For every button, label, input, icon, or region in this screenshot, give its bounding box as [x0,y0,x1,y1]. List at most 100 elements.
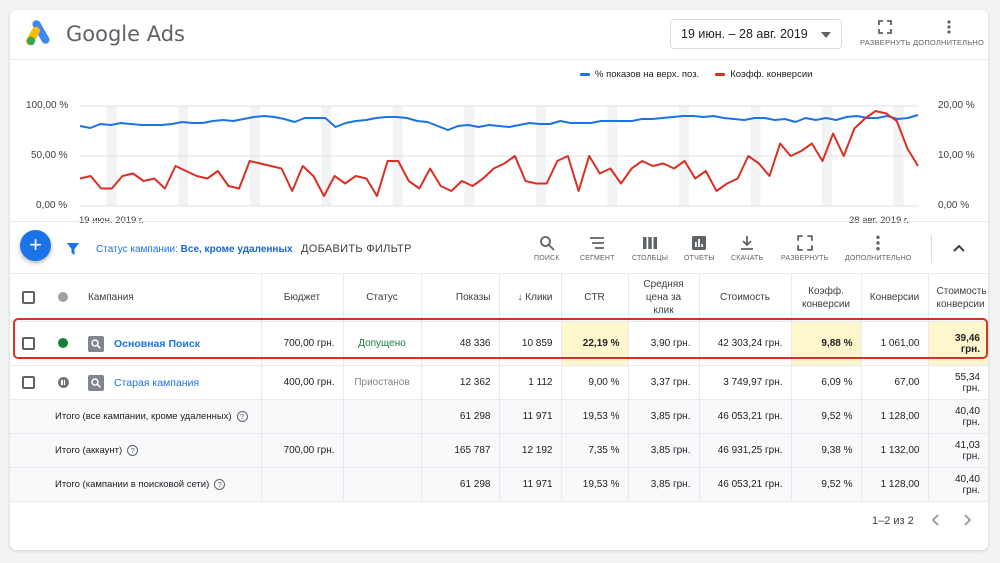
expand-table-label: РАЗВЕРНУТЬ [781,255,829,262]
row-select-cell [10,321,46,366]
expand-button[interactable]: РАЗВЕРНУТЬ [860,20,911,47]
cost-per-conv-cell: 55,34 грн. [927,365,988,400]
filter-value: Все, кроме удаленных [180,244,293,255]
row-status-cell [46,365,80,400]
search-icon [539,236,555,251]
clicks-cell: 11 971 [498,467,561,502]
cost-per-conv-cell: 41,03 грн. [927,433,988,468]
header-conversions[interactable]: Конверсии [860,273,928,322]
expand-table-button[interactable]: РАЗВЕРНУТЬ [781,235,828,262]
filter-icon[interactable] [66,242,80,256]
ctr-cell: 9,00 % [560,365,628,400]
impressions-cell: 12 362 [420,365,499,400]
help-icon[interactable]: ? [127,444,139,456]
select-all-cell [10,273,46,322]
header-ctr[interactable]: CTR [560,273,628,322]
download-label: СКАЧАТЬ [731,255,764,262]
bar-chart-icon [692,236,707,250]
x-axis-end-label: 28 авг. 2019 г. [849,215,909,226]
clicks-cell: 10 859 [498,321,561,366]
table-toolbar: + Статус кампании: Все, кроме удаленных … [10,221,988,273]
chart-plot [79,105,919,207]
ctr-cell: 19,53 % [560,467,628,502]
clicks-cell: 1 112 [498,365,561,400]
campaign-name-link[interactable]: Основная Поиск [114,337,200,350]
budget-cell [260,467,343,502]
conversions-cell: 1 128,00 [860,467,928,502]
chevron-left-icon[interactable] [930,513,942,527]
add-filter-button[interactable]: ДОБАВИТЬ ФИЛЬТР [301,243,412,255]
google-ads-logo-icon [26,20,50,46]
row-status-cell [46,321,80,366]
conversions-cell: 1 132,00 [860,433,928,468]
header-cost-per-conv[interactable]: Стоимость конверсии [927,273,988,322]
cost-cell: 3 749,97 грн. [698,365,791,400]
header-clicks[interactable]: ↓ Клики [498,273,561,322]
chevron-up-icon[interactable] [952,242,966,254]
status-cell: Допущено [342,321,421,366]
header-status[interactable]: Статус [342,273,421,322]
expand-label: РАЗВЕРНУТЬ [860,38,911,47]
series-line-1 [79,110,919,197]
header-budget[interactable]: Бюджет [260,273,343,322]
enabled-status-icon[interactable] [58,338,68,349]
columns-label: СТОЛБЦЫ [632,255,669,262]
left-axis-tick: 100,00 % [26,100,69,111]
reports-button[interactable]: ОТЧЕТЫ [684,235,715,262]
budget-cell[interactable]: 400,00 грн. [260,365,343,400]
conversions-cell: 1 061,00 [860,321,928,366]
campaign-status-filter[interactable]: Статус кампании: Все, кроме удаленных [96,244,293,255]
campaign-name-link[interactable]: Старая кампания [114,376,200,389]
chart-legend: % показов на верх. поз. Коэфф. конверсии [580,69,812,80]
campaign-name-cell: Основная Поиск [80,321,261,366]
avg-cpc-cell: 3,85 грн. [627,433,699,468]
header-conv-rate[interactable]: Коэфф. конверсии [790,273,861,322]
legend-label: Коэфф. конверсии [730,69,813,80]
ctr-cell: 22,19 % [560,321,628,366]
header-cost[interactable]: Стоимость [698,273,791,322]
x-axis-start-label: 19 июн. 2019 г. [79,215,144,226]
legend-label: % показов на верх. поз. [595,69,700,80]
more-options-button[interactable]: ДОПОЛНИТЕЛЬНО [845,235,912,262]
paused-status-icon[interactable] [57,376,69,388]
cost-cell: 46 053,21 грн. [698,467,791,502]
columns-button[interactable]: СТОЛБЦЫ [632,235,668,262]
search-button[interactable]: ПОИСК [534,235,560,262]
budget-cell[interactable]: 700,00 грн. [260,321,343,366]
segment-button[interactable]: СЕГМЕНТ [580,235,615,262]
add-campaign-button[interactable]: + [20,230,51,261]
totals-label: Итого (кампании в поисковой сети) [55,479,210,490]
right-axis-tick: 0,00 % [938,200,970,211]
columns-icon [643,237,658,249]
status-cell [342,433,421,468]
search-label: ПОИСК [534,255,560,262]
row-checkbox[interactable] [21,337,35,350]
help-icon[interactable]: ? [236,410,248,422]
row-checkbox[interactable] [21,376,35,389]
help-icon[interactable]: ? [214,478,226,490]
table-header-row: Кампания Бюджет Статус Показы ↓ Клики CT… [10,273,988,322]
table-row[interactable]: Старая кампания 400,00 грн. Приостанов 1… [10,365,988,400]
header-impressions[interactable]: Показы [420,273,499,322]
conv-rate-cell: 9,38 % [790,433,861,468]
chevron-right-icon[interactable] [961,513,973,527]
legend-item-conv-rate[interactable]: Коэфф. конверсии [715,69,812,80]
legend-item-top-impr[interactable]: % показов на верх. поз. [580,69,699,80]
cost-cell: 42 303,24 грн. [698,321,791,366]
fullscreen-icon [796,235,813,251]
download-icon [741,236,754,250]
header-campaign[interactable]: Кампания [80,273,261,322]
download-button[interactable]: СКАЧАТЬ [731,235,763,262]
pagination-info: 1–2 из 2 [872,515,914,527]
select-all-checkbox[interactable] [21,290,35,304]
right-axis-tick: 10,00 % [938,150,975,161]
header-avg-cpc[interactable]: Средняя цена за клик [627,273,699,322]
totals-row: Итого (все кампании, кроме удаленных)? 6… [10,399,988,434]
date-range-select[interactable]: 19 июн. – 28 авг. 2019 [670,19,842,49]
budget-cell: 700,00 грн. [260,433,343,468]
main-card: Google Ads 19 июн. – 28 авг. 2019 РАЗВЕР… [10,10,988,550]
app-header: Google Ads 19 июн. – 28 авг. 2019 РАЗВЕР… [10,10,988,60]
more-button[interactable]: ДОПОЛНИТЕЛЬНО [913,20,984,47]
table-row[interactable]: Основная Поиск 700,00 грн. Допущено 48 3… [10,321,988,366]
segment-label: СЕГМЕНТ [580,255,615,262]
